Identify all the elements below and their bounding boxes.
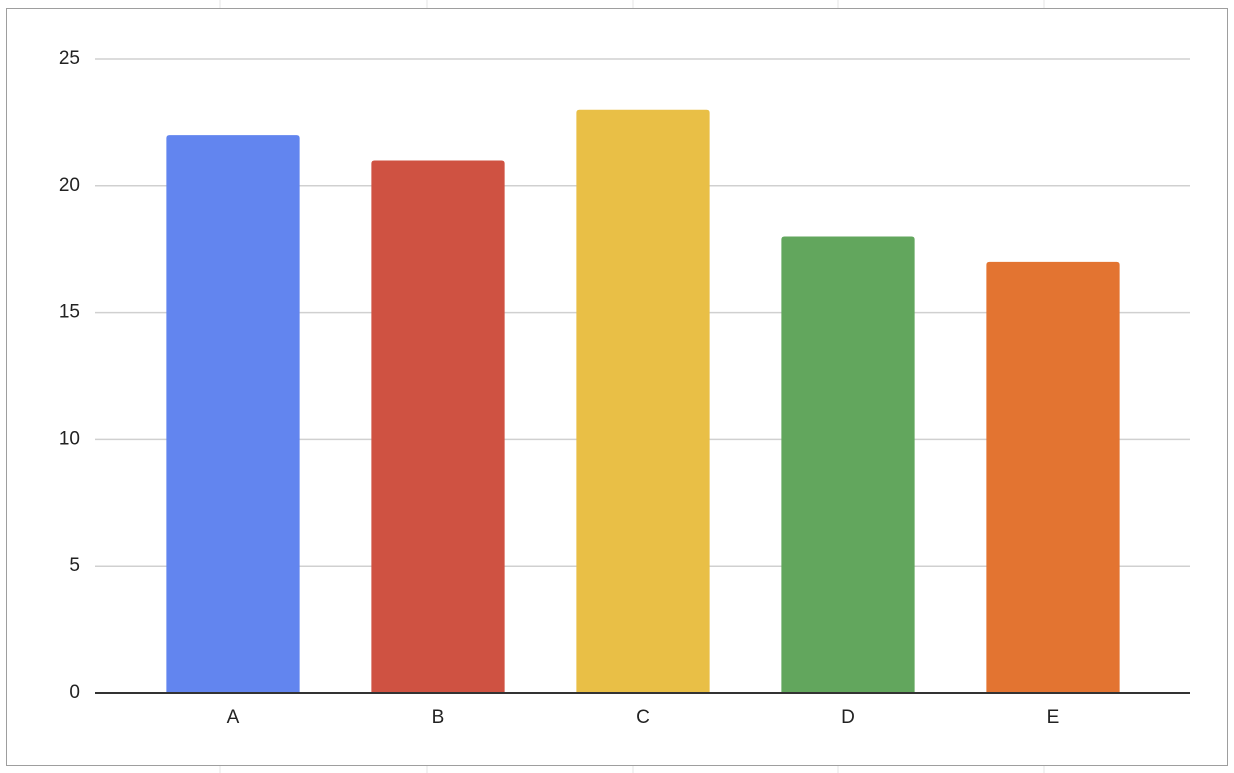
x-tick-label: C [636,707,650,728]
y-tick-label: 0 [69,682,80,703]
bar [781,236,915,693]
bar [986,261,1120,693]
y-tick-label: 25 [59,48,80,69]
x-tick-label: A [227,707,240,728]
x-tick-label: D [841,707,855,728]
x-tick-label: E [1047,707,1060,728]
y-tick-label: 15 [59,302,80,323]
y-tick-label: 5 [69,555,80,576]
x-tick-label: B [432,707,445,728]
y-tick-label: 20 [59,175,80,196]
y-tick-label: 10 [59,428,80,449]
sheet-grid [219,0,1045,773]
bar [166,135,300,693]
bar [576,109,710,694]
bar [371,160,505,693]
